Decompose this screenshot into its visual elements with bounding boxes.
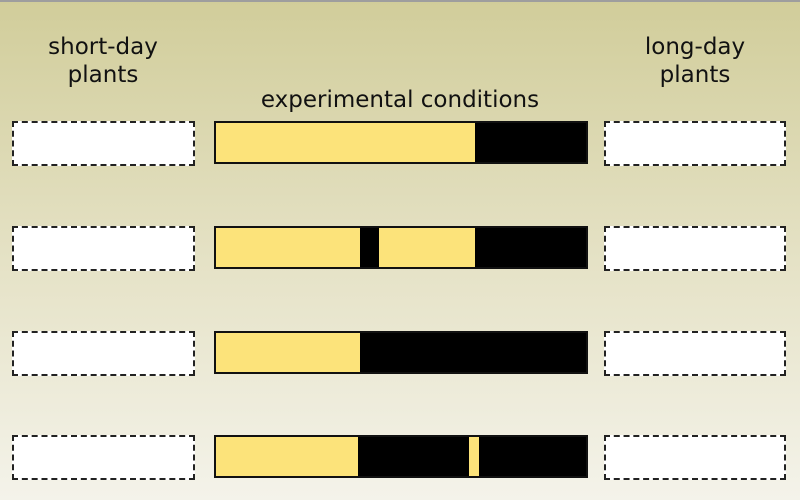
long-day-answer-box-2[interactable]: [604, 226, 786, 271]
light-period-segment: [216, 333, 361, 372]
dark-period-segment: [475, 228, 586, 267]
short-day-answer-box-3[interactable]: [12, 331, 195, 376]
experimental-conditions-heading: experimental conditions: [260, 87, 540, 113]
dark-period-segment: [360, 228, 379, 267]
long-day-answer-box-3[interactable]: [604, 331, 786, 376]
condition-bar-1: [214, 121, 588, 164]
light-period-segment: [216, 228, 361, 267]
short-day-heading-line-1: short-day: [48, 34, 158, 60]
light-period-segment: [378, 228, 475, 267]
light-period-segment: [469, 437, 479, 476]
condition-bar-2: [214, 226, 588, 269]
dark-period-segment: [358, 437, 470, 476]
long-day-answer-box-1[interactable]: [604, 121, 786, 166]
short-day-answer-box-4[interactable]: [12, 435, 195, 480]
dark-period-segment: [475, 123, 586, 162]
light-period-segment: [216, 437, 359, 476]
condition-bar-4: [214, 435, 588, 478]
long-day-heading-line-2: plants: [659, 62, 731, 88]
long-day-plants-heading: long-day plants: [603, 33, 787, 89]
condition-bar-3: [214, 331, 588, 374]
light-period-segment: [216, 123, 475, 162]
short-day-answer-box-1[interactable]: [12, 121, 195, 166]
short-day-plants-heading: short-day plants: [10, 33, 196, 89]
dark-period-segment: [360, 333, 586, 372]
dark-period-segment: [478, 437, 586, 476]
top-border: [0, 0, 800, 2]
short-day-answer-box-2[interactable]: [12, 226, 195, 271]
short-day-heading-line-2: plants: [67, 62, 139, 88]
long-day-heading-line-1: long-day: [644, 34, 746, 60]
long-day-answer-box-4[interactable]: [604, 435, 786, 480]
